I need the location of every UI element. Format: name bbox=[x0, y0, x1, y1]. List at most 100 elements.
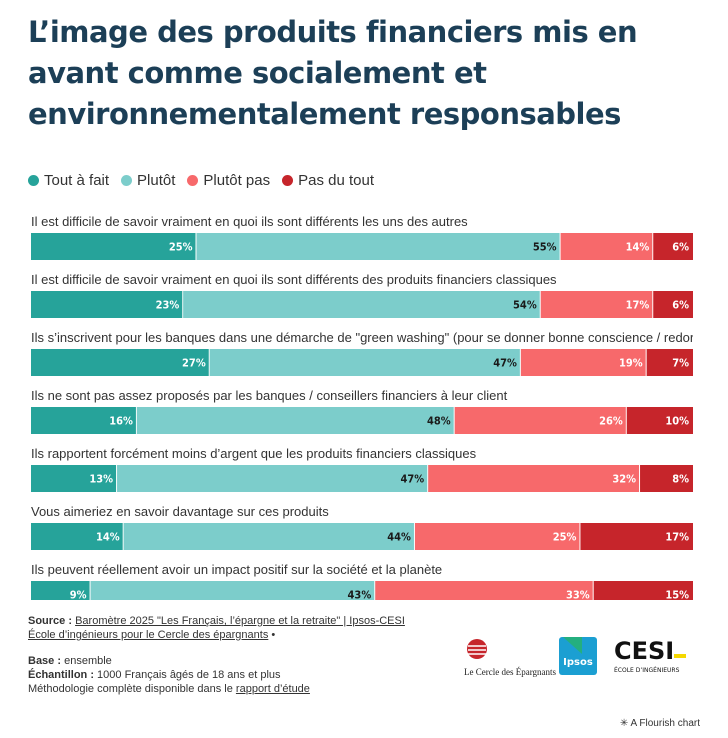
flourish-credit[interactable]: ✳ A Flourish chart bbox=[620, 718, 700, 729]
cesi-logo-text: CESI bbox=[614, 637, 674, 665]
base-note: Base : ensemble bbox=[28, 654, 428, 668]
bar-segment[interactable] bbox=[428, 465, 641, 492]
segment-divider bbox=[579, 523, 581, 550]
data-label: 7% bbox=[672, 357, 689, 370]
data-label: 54% bbox=[513, 299, 537, 312]
legend-swatch bbox=[28, 175, 39, 186]
bar-row[interactable]: Il est difficile de savoir vraiment en q… bbox=[31, 272, 693, 318]
segment-divider bbox=[413, 523, 415, 550]
chart-title: L’image des produits financiers mis en a… bbox=[28, 15, 638, 131]
data-label: 44% bbox=[387, 531, 411, 544]
sample-value: 1000 Français âgés de 18 ans et plus bbox=[94, 669, 281, 681]
stacked-bar-chart: Il est difficile de savoir vraiment en q… bbox=[31, 214, 728, 600]
bar-segment[interactable] bbox=[31, 233, 197, 260]
legend-label: Plutôt bbox=[137, 172, 176, 189]
data-label: 15% bbox=[665, 589, 689, 601]
segment-divider bbox=[645, 349, 647, 376]
row-label: Ils ne sont pas assez proposés par les b… bbox=[31, 388, 508, 403]
bar-segment[interactable] bbox=[640, 465, 693, 492]
method-note: Méthodologie complète disponible dans le… bbox=[28, 682, 428, 696]
data-label: 6% bbox=[672, 241, 689, 254]
segment-divider bbox=[89, 581, 91, 600]
data-label: 13% bbox=[89, 473, 113, 486]
legend-label: Pas du tout bbox=[298, 172, 375, 189]
bar-row[interactable]: Ils ne sont pas assez proposés par les b… bbox=[31, 388, 693, 434]
bar-segment[interactable] bbox=[209, 349, 521, 376]
data-label: 17% bbox=[626, 299, 650, 312]
bar-segment[interactable] bbox=[626, 407, 693, 434]
segment-divider bbox=[195, 233, 197, 260]
bar-row[interactable]: Ils rapportent forcément moins d’argent … bbox=[31, 446, 693, 492]
segment-divider bbox=[539, 291, 541, 318]
bar-segment[interactable] bbox=[520, 349, 647, 376]
data-label: 33% bbox=[566, 589, 590, 601]
bar-segment[interactable] bbox=[31, 407, 137, 434]
base-value: ensemble bbox=[61, 655, 112, 667]
legend-label: Tout à fait bbox=[44, 172, 110, 189]
data-label: 47% bbox=[493, 357, 517, 370]
bar-segment[interactable] bbox=[31, 349, 210, 376]
bar-segment[interactable] bbox=[414, 523, 581, 550]
bar-segment[interactable] bbox=[540, 291, 654, 318]
legend: Tout à fait Plutôt Plutôt pas Pas du tou… bbox=[28, 172, 386, 189]
bar-segment[interactable] bbox=[123, 523, 415, 550]
bar-segment[interactable] bbox=[196, 233, 561, 260]
bar-segment[interactable] bbox=[375, 581, 594, 600]
segment-divider bbox=[519, 349, 521, 376]
bar-row[interactable]: Ils peuvent réellement avoir un impact p… bbox=[31, 562, 693, 600]
cercle-logo: Le Cercle des Épargnants bbox=[464, 639, 557, 677]
data-label: 26% bbox=[599, 415, 623, 428]
ipsos-logo: Ipsos bbox=[559, 637, 597, 675]
logos: Le Cercle des Épargnants Ipsos CESI ÉCOL… bbox=[464, 637, 686, 677]
data-label: 17% bbox=[665, 531, 689, 544]
method-link[interactable]: rapport d’étude bbox=[235, 683, 310, 695]
source-note: Source : Baromètre 2025 "Les Français, l… bbox=[28, 614, 428, 642]
data-label: 25% bbox=[169, 241, 193, 254]
data-label: 14% bbox=[96, 531, 120, 544]
ipsos-logo-text: Ipsos bbox=[563, 657, 593, 668]
bar-segment[interactable] bbox=[31, 465, 118, 492]
row-label: Il est difficile de savoir vraiment en q… bbox=[31, 272, 557, 287]
segment-divider bbox=[592, 581, 594, 600]
legend-label: Plutôt pas bbox=[203, 172, 271, 189]
row-label: Il est difficile de savoir vraiment en q… bbox=[31, 214, 468, 229]
data-label: 23% bbox=[156, 299, 180, 312]
bar-segment[interactable] bbox=[183, 291, 541, 318]
bar-segment[interactable] bbox=[646, 349, 693, 376]
legend-item-tout-a-fait[interactable]: Tout à fait bbox=[28, 172, 109, 189]
legend-item-plutot[interactable]: Plutôt bbox=[121, 172, 175, 189]
data-label: 9% bbox=[70, 589, 87, 601]
legend-swatch bbox=[121, 175, 133, 186]
method-text: Méthodologie complète disponible dans le bbox=[28, 683, 236, 695]
bar-segment[interactable] bbox=[31, 523, 124, 550]
bar-row[interactable]: Il est difficile de savoir vraiment en q… bbox=[31, 214, 693, 260]
bar-segment[interactable] bbox=[90, 581, 376, 600]
legend-item-pas-du-tout[interactable]: Pas du tout bbox=[282, 172, 374, 189]
bar-segment[interactable] bbox=[580, 523, 693, 550]
segment-divider bbox=[427, 465, 429, 492]
row-label: Ils peuvent réellement avoir un impact p… bbox=[31, 562, 442, 577]
bar-segment[interactable] bbox=[560, 233, 654, 260]
data-label: 55% bbox=[533, 241, 557, 254]
legend-item-plutot-pas[interactable]: Plutôt pas bbox=[187, 172, 270, 189]
bar-segment[interactable] bbox=[136, 407, 455, 434]
bar-segment[interactable] bbox=[117, 465, 429, 492]
source-link[interactable]: Baromètre 2025 "Les Français, l’épargne … bbox=[28, 615, 405, 641]
bar-segment[interactable] bbox=[31, 291, 184, 318]
segment-divider bbox=[374, 581, 376, 600]
data-label: 10% bbox=[665, 415, 689, 428]
data-label: 48% bbox=[427, 415, 451, 428]
segment-divider bbox=[208, 349, 210, 376]
legend-swatch bbox=[282, 175, 294, 186]
bar-row[interactable]: Ils s’inscrivent pour les banques dans u… bbox=[31, 330, 728, 376]
segment-divider bbox=[559, 233, 561, 260]
bar-segment[interactable] bbox=[454, 407, 627, 434]
bar-segment[interactable] bbox=[653, 233, 693, 260]
bar-row[interactable]: Vous aimeriez en savoir davantage sur ce… bbox=[31, 504, 693, 550]
source-tail: • bbox=[268, 629, 276, 641]
bar-segment[interactable] bbox=[31, 581, 91, 600]
footer: Source : Baromètre 2025 "Les Français, l… bbox=[28, 614, 428, 696]
bar-segment[interactable] bbox=[653, 291, 693, 318]
bar-segment[interactable] bbox=[593, 581, 693, 600]
segment-divider bbox=[652, 233, 654, 260]
